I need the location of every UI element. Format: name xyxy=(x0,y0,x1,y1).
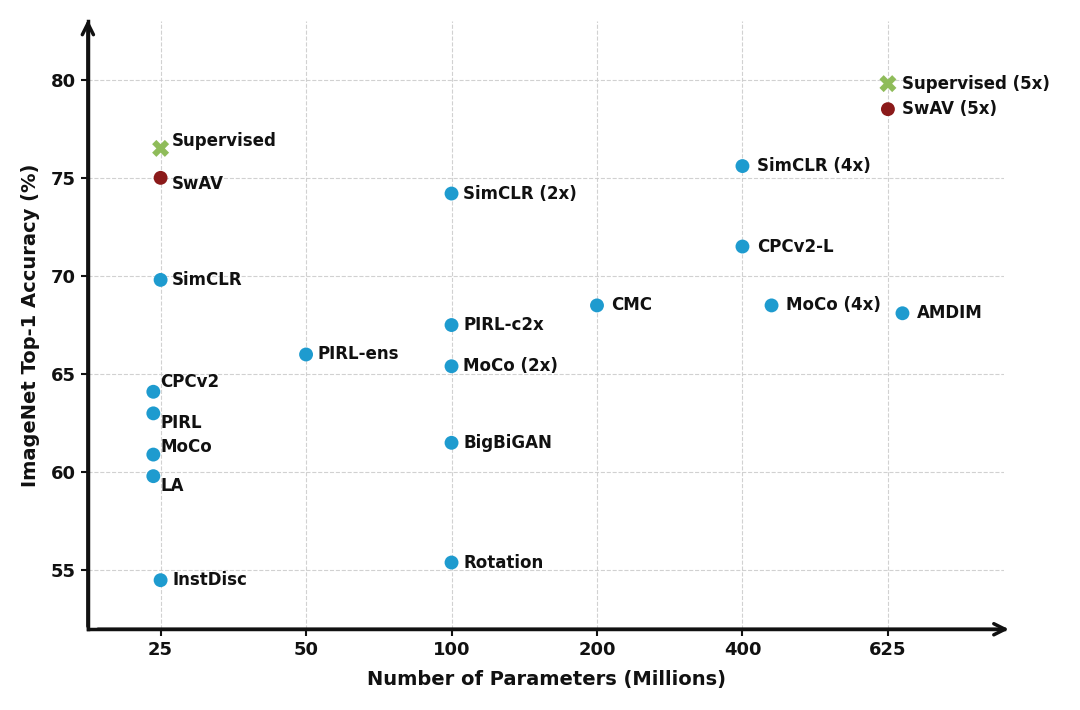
Point xyxy=(443,437,460,449)
Point xyxy=(145,386,162,398)
Point xyxy=(879,78,896,89)
Text: Rotation: Rotation xyxy=(463,554,543,572)
Point xyxy=(152,143,170,154)
Text: LA: LA xyxy=(161,477,184,495)
Y-axis label: ImageNet Top-1 Accuracy (%): ImageNet Top-1 Accuracy (%) xyxy=(21,163,40,487)
Point xyxy=(443,557,460,568)
Text: InstDisc: InstDisc xyxy=(172,571,247,589)
Point xyxy=(152,172,170,183)
Text: CMC: CMC xyxy=(611,296,652,315)
Point xyxy=(152,274,170,285)
X-axis label: Number of Parameters (Millions): Number of Parameters (Millions) xyxy=(366,670,726,689)
Text: Supervised: Supervised xyxy=(172,131,278,150)
Text: Supervised (5x): Supervised (5x) xyxy=(903,75,1051,92)
Point xyxy=(733,160,751,172)
Text: AMDIM: AMDIM xyxy=(917,305,983,322)
Point xyxy=(152,574,170,586)
Point xyxy=(145,471,162,482)
Point xyxy=(443,320,460,331)
Point xyxy=(145,449,162,460)
Text: CPCv2: CPCv2 xyxy=(161,373,219,391)
Point xyxy=(443,188,460,200)
Text: SwAV (5x): SwAV (5x) xyxy=(903,100,998,118)
Point xyxy=(733,241,751,252)
Point xyxy=(762,300,780,311)
Point xyxy=(894,307,912,319)
Text: MoCo: MoCo xyxy=(161,438,213,456)
Text: SimCLR (4x): SimCLR (4x) xyxy=(757,157,870,175)
Point xyxy=(589,300,606,311)
Text: MoCo (2x): MoCo (2x) xyxy=(463,357,558,376)
Text: SimCLR: SimCLR xyxy=(172,271,243,289)
Text: MoCo (4x): MoCo (4x) xyxy=(786,296,881,315)
Point xyxy=(879,104,896,115)
Text: BigBiGAN: BigBiGAN xyxy=(463,434,552,452)
Text: SimCLR (2x): SimCLR (2x) xyxy=(463,185,577,202)
Text: PIRL: PIRL xyxy=(161,414,202,432)
Point xyxy=(297,349,314,360)
Point xyxy=(145,408,162,419)
Point xyxy=(443,361,460,372)
Text: CPCv2-L: CPCv2-L xyxy=(757,238,834,256)
Text: PIRL-c2x: PIRL-c2x xyxy=(463,316,544,334)
Text: SwAV: SwAV xyxy=(172,175,225,192)
Text: PIRL-ens: PIRL-ens xyxy=(318,346,400,364)
